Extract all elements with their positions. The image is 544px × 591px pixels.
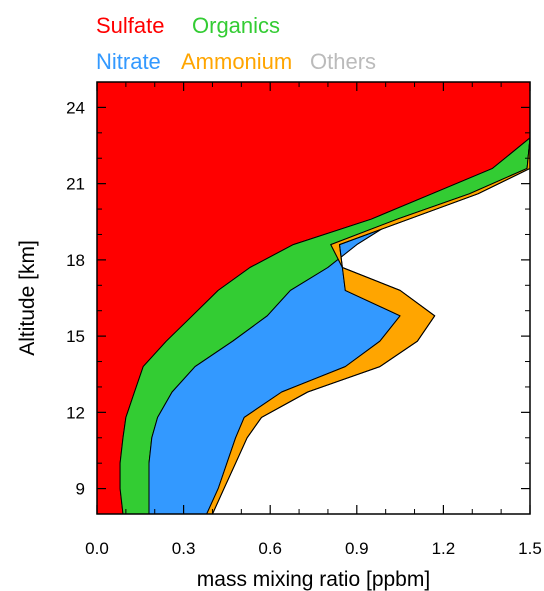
y-tick-label: 24	[66, 98, 85, 117]
x-tick-label: 1.5	[518, 539, 542, 558]
legend-ammonium: Ammonium	[181, 49, 292, 74]
x-tick-label: 0.0	[85, 539, 109, 558]
legend-organics: Organics	[192, 13, 280, 38]
legend-nitrate: Nitrate	[96, 49, 161, 74]
x-axis-label: mass mixing ratio [ppbm]	[197, 568, 430, 591]
legend-sulfate: Sulfate	[96, 13, 165, 38]
y-tick-label: 15	[66, 327, 85, 346]
x-tick-label: 0.6	[258, 539, 282, 558]
y-axis: 9 12 15 18 21 24	[66, 81, 530, 515]
x-axis: 0.0 0.3 0.6 0.9 1.2 1.5	[85, 82, 542, 558]
stacked-areas	[96, 81, 531, 515]
y-tick-label: 9	[76, 480, 85, 499]
legend-others: Others	[310, 49, 376, 74]
y-tick-label: 18	[66, 251, 85, 270]
y-tick-label: 21	[66, 175, 85, 194]
y-tick-label: 12	[66, 403, 85, 422]
x-tick-label: 0.9	[345, 539, 369, 558]
plot-frame	[96, 81, 531, 515]
x-tick-label: 0.3	[172, 539, 196, 558]
y-axis-label: Altitude [km]	[16, 240, 39, 356]
x-tick-label: 1.2	[432, 539, 456, 558]
